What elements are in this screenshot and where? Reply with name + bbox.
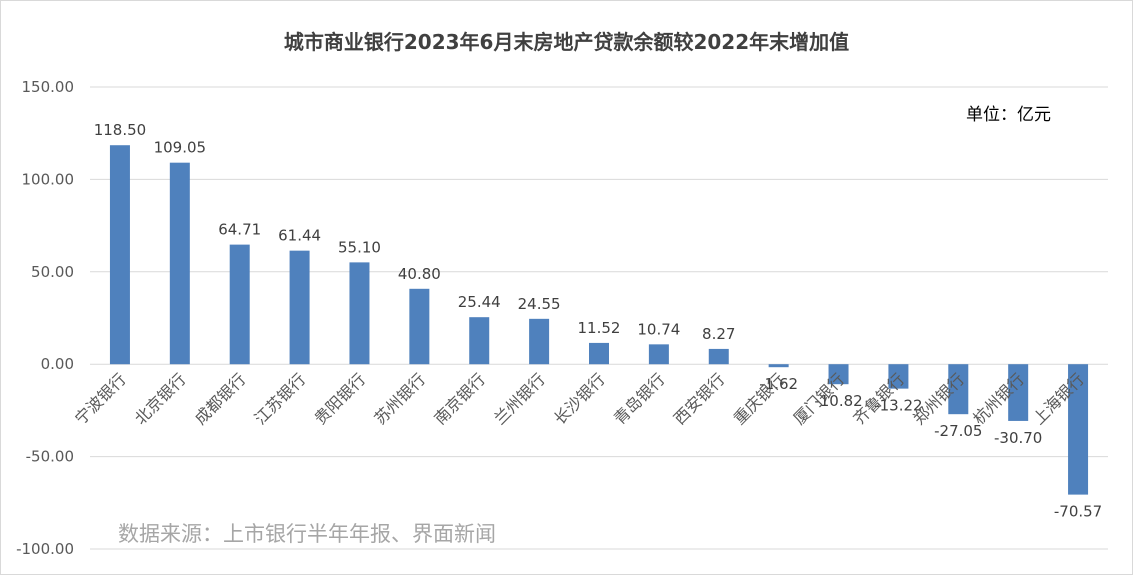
data-label: 61.44	[278, 227, 321, 245]
y-tick-label: 150.00	[22, 78, 75, 96]
bar	[1068, 364, 1089, 495]
x-axis-labels: 宁波银行 北京银行 成都银行 江苏银行 贵阳银行 苏州银行 南京银行 兰州银行 长沙银行 青岛银行…	[71, 370, 1088, 429]
bar	[229, 244, 250, 365]
x-tick-label: 苏州银行	[370, 370, 429, 429]
bar	[409, 288, 430, 365]
bars	[109, 145, 1089, 495]
data-label: -13.22	[874, 397, 922, 415]
data-label: -70.57	[1054, 503, 1102, 521]
data-label: 118.50	[94, 121, 147, 139]
data-label: 11.52	[578, 319, 621, 337]
bar	[828, 364, 849, 385]
bar	[708, 348, 729, 365]
y-tick-label: -50.00	[26, 448, 74, 466]
source-note: 数据来源：上市银行半年年报、界面新闻	[118, 522, 496, 546]
bar	[349, 262, 370, 365]
bar	[948, 364, 969, 415]
y-tick-label: 0.00	[41, 355, 74, 373]
data-label: 55.10	[338, 238, 381, 256]
x-tick-label: 北京银行	[131, 370, 190, 429]
data-label: 24.55	[518, 295, 561, 313]
data-label: 25.44	[458, 293, 501, 311]
x-tick-label: 宁波银行	[71, 370, 130, 429]
data-label: -1.62	[759, 375, 798, 393]
x-tick-label: 西安银行	[670, 370, 729, 429]
bar	[589, 342, 609, 365]
bar	[529, 318, 550, 365]
x-tick-label: 江苏银行	[251, 370, 310, 429]
x-tick-label: 长沙银行	[550, 370, 609, 429]
bar	[169, 162, 190, 365]
bar	[289, 250, 310, 365]
y-tick-label: -100.00	[16, 540, 74, 558]
x-tick-label: 兰州银行	[490, 370, 549, 429]
y-axis-ticks: 150.00 100.00 50.00 0.00 -50.00 -100.00	[16, 78, 74, 558]
data-labels: 118.50 109.05 64.71 61.44 55.10 40.80 25.44 24.…	[94, 121, 1103, 520]
data-label: -30.70	[994, 429, 1042, 447]
data-label: 109.05	[154, 139, 207, 157]
x-tick-label: 青岛银行	[610, 370, 669, 429]
bar	[109, 145, 130, 365]
data-label: 8.27	[702, 325, 735, 343]
data-label: 64.71	[218, 221, 261, 239]
bar	[469, 317, 490, 365]
bar	[648, 344, 669, 365]
data-label: 10.74	[637, 320, 680, 338]
y-tick-label: 100.00	[22, 170, 75, 188]
x-tick-label: 成都银行	[191, 370, 250, 429]
bar	[1008, 364, 1029, 421]
unit-label: 单位：亿元	[966, 105, 1051, 125]
data-label: -10.82	[814, 392, 862, 410]
bar	[888, 364, 909, 389]
y-tick-label: 50.00	[31, 263, 74, 281]
bar	[768, 364, 789, 368]
data-label: -27.05	[934, 422, 982, 440]
x-tick-label: 南京银行	[430, 370, 489, 429]
x-tick-label: 贵阳银行	[311, 370, 370, 429]
chart-title: 城市商业银行2023年6月末房地产贷款余额较2022年末增加值	[283, 30, 850, 54]
data-label: 40.80	[398, 265, 441, 283]
